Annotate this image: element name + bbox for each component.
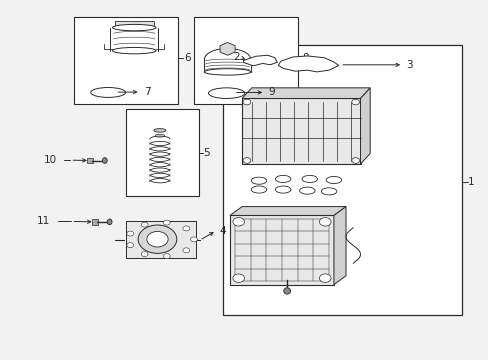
Text: 10: 10 xyxy=(44,155,57,165)
Circle shape xyxy=(126,231,133,236)
Text: 2: 2 xyxy=(233,52,240,62)
Text: 3: 3 xyxy=(406,60,412,70)
PathPatch shape xyxy=(243,55,277,66)
Polygon shape xyxy=(333,207,346,284)
Polygon shape xyxy=(242,88,369,99)
Ellipse shape xyxy=(107,219,112,225)
Bar xyxy=(87,158,93,163)
Ellipse shape xyxy=(155,134,164,137)
PathPatch shape xyxy=(278,56,338,72)
Bar xyxy=(193,17,297,104)
Text: 6: 6 xyxy=(183,53,190,63)
Ellipse shape xyxy=(321,188,336,195)
Bar xyxy=(229,215,333,284)
Ellipse shape xyxy=(204,69,250,75)
Ellipse shape xyxy=(102,158,107,163)
Circle shape xyxy=(232,274,244,283)
Bar xyxy=(126,221,196,258)
Text: 9: 9 xyxy=(268,87,275,98)
Circle shape xyxy=(141,222,148,227)
Bar xyxy=(74,17,178,104)
Circle shape xyxy=(190,237,197,242)
Text: 5: 5 xyxy=(203,148,210,158)
Bar xyxy=(92,219,98,225)
Ellipse shape xyxy=(154,129,165,132)
Circle shape xyxy=(351,158,359,163)
Circle shape xyxy=(243,158,250,163)
Ellipse shape xyxy=(91,87,125,98)
Ellipse shape xyxy=(325,176,341,184)
Ellipse shape xyxy=(299,187,314,194)
Polygon shape xyxy=(229,207,346,215)
Text: 8: 8 xyxy=(302,53,308,63)
Circle shape xyxy=(243,99,250,105)
Text: 4: 4 xyxy=(219,226,225,236)
Ellipse shape xyxy=(275,175,290,183)
Ellipse shape xyxy=(112,24,156,31)
Circle shape xyxy=(183,226,189,231)
Ellipse shape xyxy=(112,48,156,54)
Circle shape xyxy=(351,99,359,105)
Text: 11: 11 xyxy=(37,216,50,226)
Circle shape xyxy=(163,254,170,258)
Circle shape xyxy=(163,220,170,225)
Circle shape xyxy=(319,274,330,283)
Circle shape xyxy=(319,217,330,226)
Circle shape xyxy=(232,217,244,226)
Circle shape xyxy=(126,243,133,248)
Bar xyxy=(223,45,461,315)
Text: 7: 7 xyxy=(143,87,150,97)
Circle shape xyxy=(146,231,168,247)
Ellipse shape xyxy=(275,186,290,193)
Ellipse shape xyxy=(283,288,290,294)
Ellipse shape xyxy=(208,88,244,99)
Bar xyxy=(242,99,360,164)
Circle shape xyxy=(183,248,189,253)
Text: 1: 1 xyxy=(467,177,473,187)
Ellipse shape xyxy=(251,177,266,184)
Circle shape xyxy=(138,225,177,253)
Bar xyxy=(126,109,198,196)
Ellipse shape xyxy=(302,175,317,183)
FancyBboxPatch shape xyxy=(115,21,153,28)
Circle shape xyxy=(141,252,148,257)
Polygon shape xyxy=(360,88,369,164)
Ellipse shape xyxy=(251,186,266,193)
